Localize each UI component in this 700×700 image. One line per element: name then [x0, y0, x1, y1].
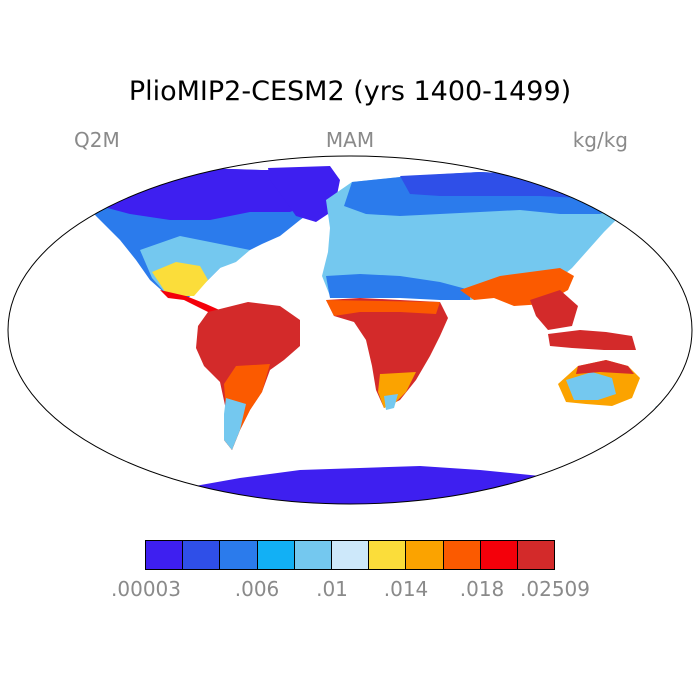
- map-title: PlioMIP2-CESM2 (yrs 1400-1499): [128, 76, 572, 107]
- colorbar-tick-label: .006: [234, 577, 280, 601]
- colorbar-tick-label: .02509: [520, 577, 590, 601]
- units-label: kg/kg: [572, 128, 628, 152]
- colorbar-swatch: [369, 541, 407, 569]
- new-zealand-land: [648, 406, 664, 432]
- colorbar-tick-label: .018: [459, 577, 505, 601]
- africa-sahel-land: [326, 300, 440, 316]
- indochina-land: [530, 290, 578, 330]
- variable-label: Q2M: [74, 128, 120, 152]
- colorbar-swatch: [406, 541, 444, 569]
- colorbar-swatch: [257, 541, 295, 569]
- season-label: MAM: [325, 128, 375, 152]
- colorbar-swatch: [146, 541, 184, 569]
- indonesia-land: [548, 330, 636, 350]
- australia-interior-land: [566, 372, 616, 400]
- colorbar: [145, 540, 555, 570]
- colorbar-swatch: [220, 541, 258, 569]
- colorbar-swatch: [443, 541, 481, 569]
- africa-land: [326, 298, 448, 408]
- colorbar-tick-label: .014: [383, 577, 429, 601]
- colorbar-tick-label: .01: [316, 577, 348, 601]
- colorbar-swatch: [480, 541, 518, 569]
- colorbar-swatch: [183, 541, 221, 569]
- cape-land: [384, 394, 398, 410]
- colorbar-swatch: [294, 541, 332, 569]
- map-outline: [7, 155, 693, 505]
- greenland-land: [268, 166, 340, 222]
- land-masses: [80, 166, 664, 504]
- africa-south-land: [378, 372, 416, 408]
- gulf-coast-land: [152, 262, 208, 296]
- colorbar-swatch: [331, 541, 370, 569]
- colorbar-tick-label: .00003: [111, 577, 181, 601]
- australia-north-land: [576, 360, 634, 374]
- sahara-land: [326, 274, 470, 300]
- patagonia-land: [224, 398, 246, 450]
- colorbar-swatch: [517, 541, 555, 569]
